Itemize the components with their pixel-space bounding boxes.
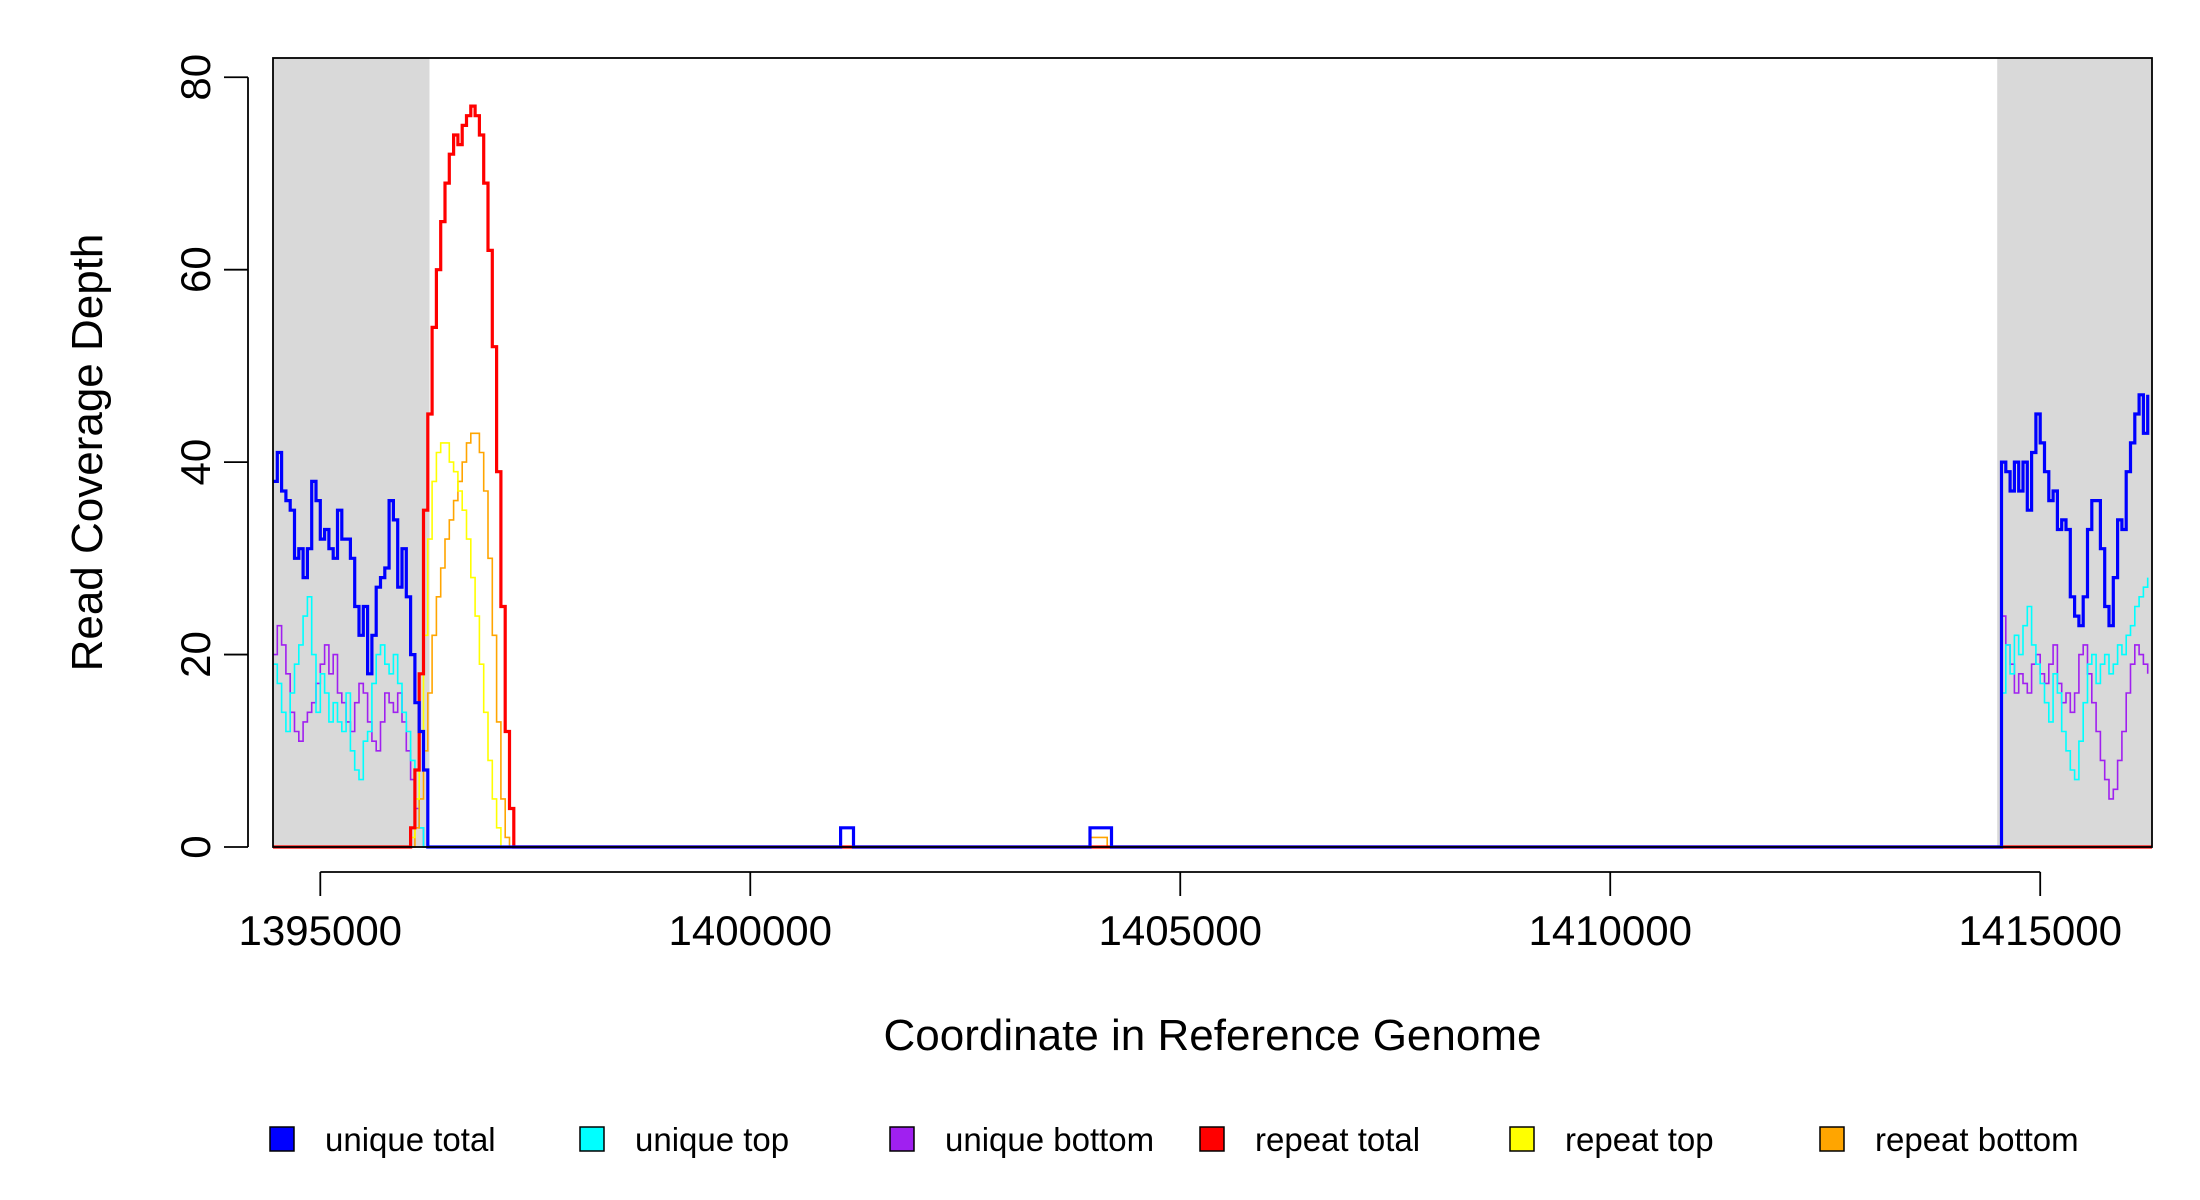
x-tick-label: 1395000 [239,907,403,954]
y-tick-label: 80 [172,54,219,101]
series-repeat-bottom [273,432,2152,848]
series-unique-total [273,393,2150,849]
x-tick-label: 1410000 [1528,907,1692,954]
x-tick-label: 1400000 [669,907,833,954]
shaded-region-2 [1997,58,2152,847]
series-unique-bottom [273,615,2149,848]
shaded-regions [273,58,2152,847]
legend-label: unique bottom [945,1121,1154,1158]
series-repeat-top [273,442,2152,848]
legend: unique total unique top unique bottom repea… [269,1121,2079,1158]
shaded-region-1 [273,58,430,847]
series-repeat-total [273,104,2152,849]
y-tick-label: 40 [172,439,219,486]
legend-swatch-unique-bottom [889,1126,915,1152]
y-tick-label: 60 [172,246,219,293]
x-tick-label: 1415000 [1958,907,2122,954]
y-axis-title: Read Coverage Depth [63,234,112,672]
x-tick-label: 1405000 [1098,907,1262,954]
axes: 0 20 40 60 80 1395000 1400000 1405000 1410000 141… [172,54,2122,954]
legend-swatch-repeat-bottom [1819,1126,1845,1152]
plot-frame [272,57,2153,848]
legend-swatch-repeat-total [1199,1126,1225,1152]
y-tick-label: 0 [172,835,219,858]
legend-label: repeat total [1255,1121,1420,1158]
legend-label: unique total [325,1121,496,1158]
legend-swatch-unique-total [269,1126,295,1152]
legend-label: unique top [635,1121,789,1158]
legend-label: repeat top [1565,1121,1714,1158]
legend-label: repeat bottom [1875,1121,2079,1158]
series-lines [273,104,2152,849]
y-tick-label: 20 [172,631,219,678]
x-axis-title: Coordinate in Reference Genome [884,1011,1542,1060]
series-unique-top [273,577,2149,848]
legend-swatch-unique-top [579,1126,605,1152]
legend-swatch-repeat-top [1509,1126,1535,1152]
